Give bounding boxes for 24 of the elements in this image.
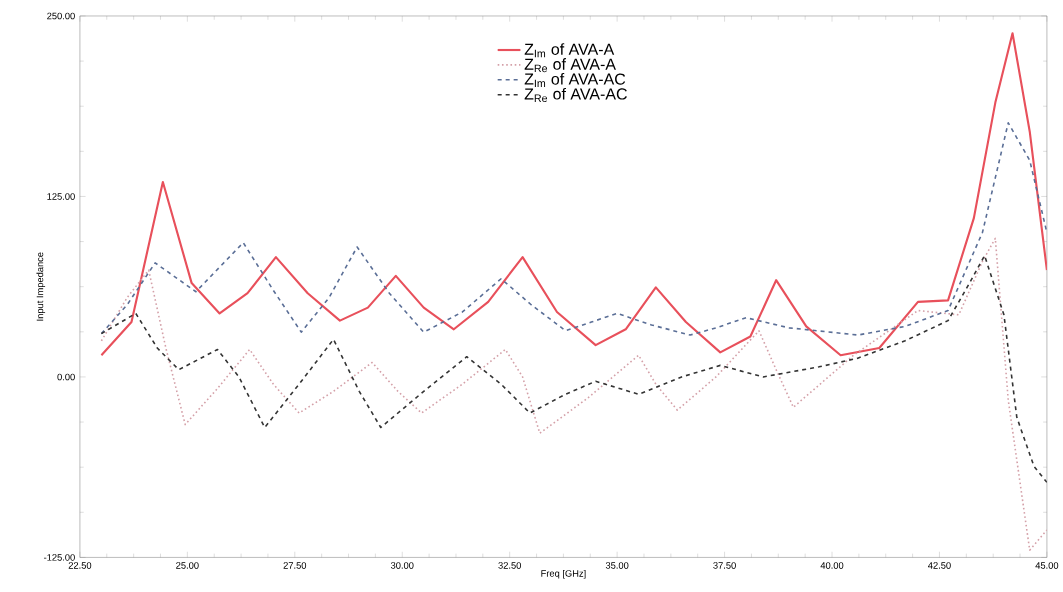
legend-label: Z$_{Re}$ of AVA-A [524, 57, 616, 72]
line-series [100, 121, 1047, 336]
x-tick-label: 27.50 [283, 561, 307, 569]
x-tick-label: 30.00 [390, 561, 414, 569]
y-tick-label: 125.00 [47, 192, 75, 200]
x-axis-title: Freq [GHz] [541, 569, 586, 579]
legend-label: Z$_{Re}$ of AVA-AC [524, 87, 627, 102]
line-series [100, 237, 1047, 551]
x-tick-label: 37.50 [713, 561, 736, 569]
x-tick-label: 42.50 [928, 561, 951, 569]
legend-label: Z$_{Im}$ of AVA-AC [524, 72, 626, 87]
y-tick-label: 0.00 [57, 373, 75, 381]
legend-label: Z$_{Im}$ of AVA-A [524, 43, 615, 57]
y-tick-label: -125.00 [44, 553, 75, 561]
y-axis-title: Input Impedance [36, 252, 46, 321]
x-tick-label: 32.50 [498, 561, 521, 569]
line-series [100, 254, 1047, 483]
x-tick-label: 45.00 [1035, 561, 1059, 569]
x-tick-label: 35.00 [605, 561, 629, 569]
y-tick-label: 250.00 [47, 12, 75, 20]
line-series [100, 32, 1047, 357]
x-tick-label: 22.50 [68, 561, 92, 569]
x-tick-label: 40.00 [820, 561, 844, 569]
x-tick-label: 25.00 [176, 561, 199, 569]
